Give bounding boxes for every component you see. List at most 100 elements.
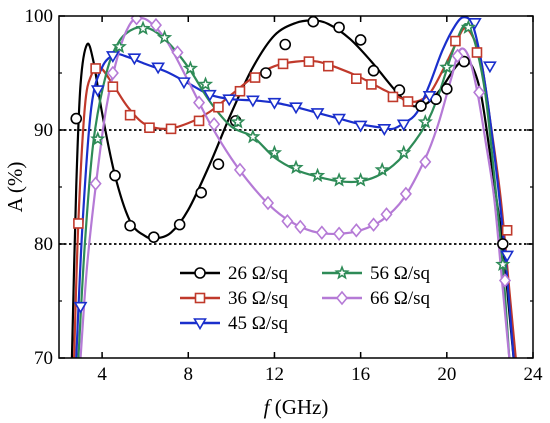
series-2-marker [277, 58, 289, 70]
series-1-marker [367, 64, 380, 77]
series-4-marker [396, 144, 412, 160]
y-tick-label: 100 [25, 6, 54, 27]
legend-marker-2 [194, 292, 206, 304]
series-4-marker [111, 38, 127, 54]
axis-ticks: 4 8 12 16 20 24 70 80 90 100 [25, 6, 544, 385]
series-3-marker [90, 85, 105, 98]
legend-marker-5 [335, 290, 349, 306]
series-5-marker [419, 154, 432, 170]
series-3-marker [222, 94, 237, 107]
series-3-marker [246, 95, 260, 108]
legend-marker-4 [334, 264, 350, 280]
legend-label-5: 66 Ω/sq [370, 288, 431, 309]
reference-lines [59, 129, 533, 245]
marker-group [70, 16, 515, 314]
y-axis-label: A (%) [3, 162, 27, 213]
x-tick-label: 12 [265, 364, 284, 385]
series-4-marker [439, 59, 455, 74]
series-4-marker [197, 76, 214, 91]
series-2-marker [366, 79, 377, 90]
series-4-marker [182, 60, 199, 75]
series-3-marker [289, 102, 303, 115]
series-5-marker [130, 16, 143, 26]
series-5-marker [281, 213, 294, 229]
x-tick-label: 24 [524, 364, 544, 385]
x-axis-label-symbol: f [264, 395, 273, 419]
series-5-marker [473, 85, 486, 100]
series-2-marker [107, 81, 119, 92]
series-line-4 [77, 23, 511, 358]
series-4-marker [230, 114, 246, 129]
series-3-marker [267, 97, 282, 110]
series-5-marker [498, 273, 512, 288]
series-3-marker [467, 18, 482, 30]
series-1-marker [354, 34, 367, 46]
series-5-marker [333, 226, 346, 241]
x-tick-label: 4 [97, 364, 107, 385]
series-3-marker [353, 120, 368, 133]
series-3-marker [377, 124, 392, 136]
series-2-marker [450, 35, 461, 47]
series-5-marker [294, 219, 307, 235]
series-5-marker [451, 48, 464, 64]
series-2-marker [73, 218, 84, 229]
legend-label-4: 56 Ω/sq [370, 263, 431, 284]
series-3-marker [332, 113, 346, 126]
series-5-marker [208, 117, 221, 132]
series-1-marker [173, 218, 186, 231]
series-1-marker [148, 231, 160, 243]
series-1-marker [212, 158, 225, 170]
series-2-marker [471, 47, 483, 58]
series-4-marker [460, 19, 476, 34]
series-1-marker [124, 219, 136, 232]
series-3-marker [483, 61, 497, 74]
series-2-marker [323, 60, 334, 72]
series-3-marker [202, 89, 217, 102]
x-tick-label: 20 [437, 364, 456, 385]
legend-marker-3 [193, 318, 207, 331]
series-1-marker [70, 112, 83, 125]
series-1-marker [109, 169, 121, 182]
series-4-marker [374, 161, 390, 177]
series-2-marker [303, 56, 315, 67]
series-1-marker [260, 67, 272, 79]
series-line-5 [79, 17, 511, 358]
series-5-marker [399, 186, 412, 202]
series-4-marker [309, 167, 326, 183]
series-3-marker [73, 301, 88, 314]
series-5-marker [171, 45, 184, 60]
series-3-marker [177, 77, 191, 90]
series-2-marker [402, 96, 414, 107]
series-4-marker [331, 172, 347, 187]
series-4-marker [353, 172, 369, 187]
series-3-marker [500, 250, 515, 263]
series-2-marker [90, 63, 101, 74]
legend-label-1: 26 Ω/sq [228, 263, 289, 284]
series-1-marker [415, 100, 427, 112]
series-1-marker [458, 55, 470, 68]
series-5-marker [89, 176, 102, 191]
plot-frame [58, 15, 534, 359]
series-3-marker [422, 91, 437, 103]
series-line-1 [70, 19, 515, 358]
series-3-marker [396, 119, 411, 132]
series-3-marker [127, 53, 142, 66]
series-2-marker [387, 91, 399, 103]
series-5-marker [149, 17, 162, 33]
legend: 26 Ω/sq 36 Ω/sq 45 Ω/sq 56 Ω/sq 66 Ω/sq [180, 263, 431, 334]
series-2-marker [213, 101, 224, 113]
series-5-marker [350, 223, 363, 238]
series-5-marker [193, 95, 206, 110]
series-1-marker [333, 21, 345, 34]
series-1-marker [441, 83, 453, 95]
series-5-marker [233, 162, 247, 178]
series-1-marker [279, 38, 292, 51]
y-tick-label: 70 [34, 348, 53, 369]
series-5-marker [315, 225, 328, 240]
y-tick-label: 80 [34, 234, 53, 255]
legend-label-3: 45 Ω/sq [228, 313, 289, 334]
series-4-marker [288, 159, 304, 175]
x-tick-label: 16 [351, 364, 370, 385]
x-axis-label: f (GHz) [264, 395, 329, 419]
